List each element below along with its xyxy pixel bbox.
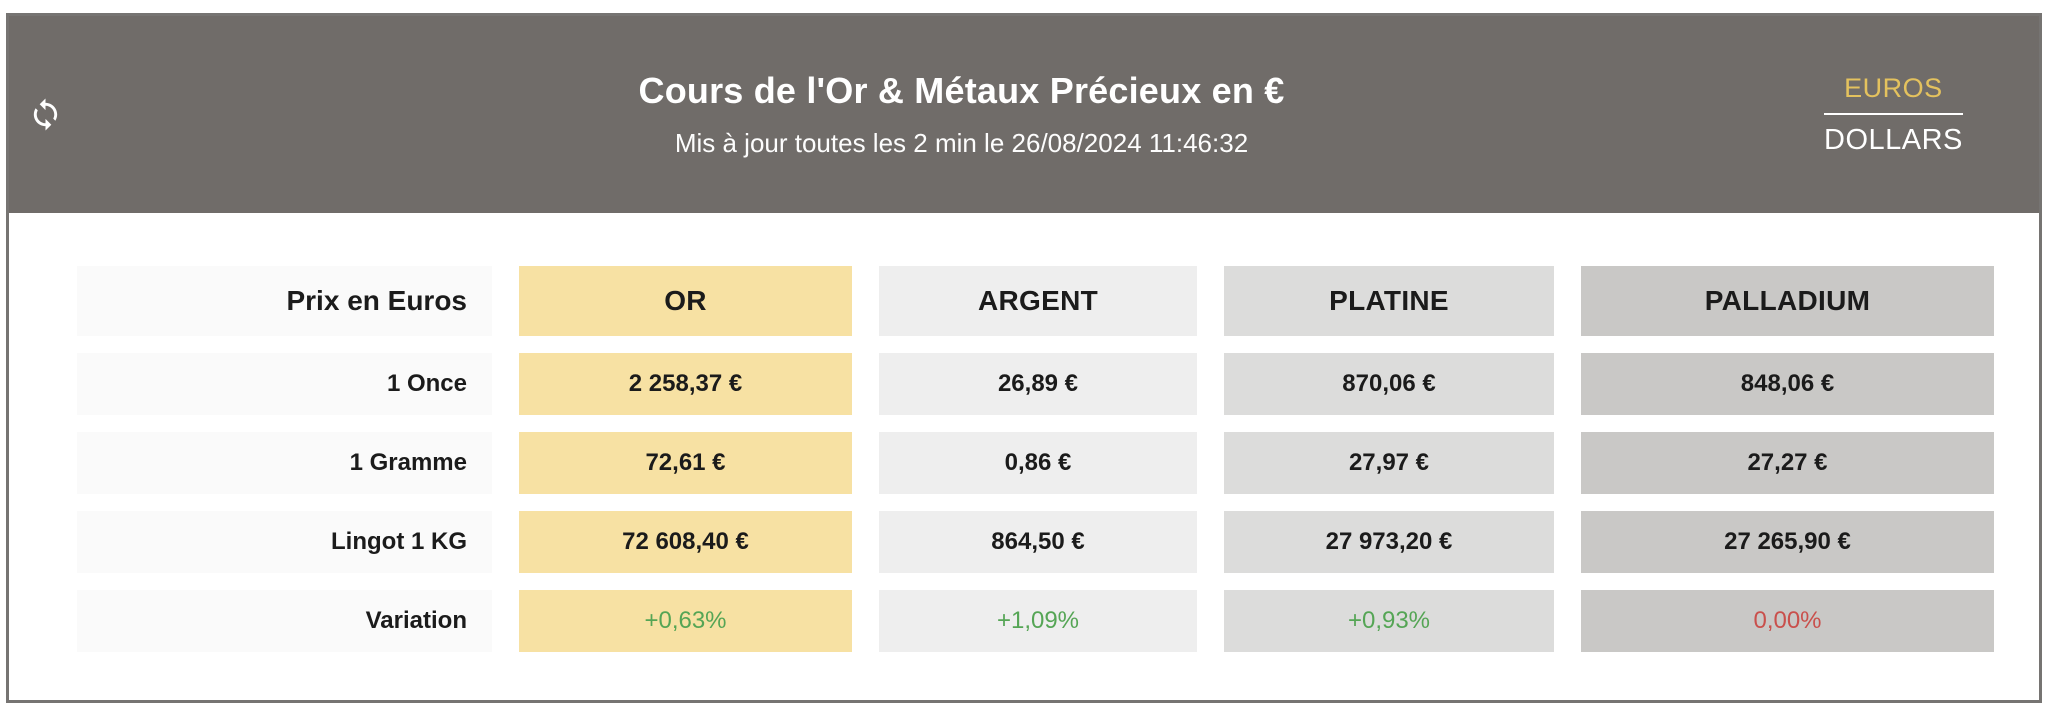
update-status: Mis à jour toutes les 2 min le 26/08/202…	[674, 128, 1249, 158]
price-cell-argent-gramme: 0,86 €	[879, 432, 1197, 494]
column-header-or: OR	[519, 266, 852, 336]
price-cell-or-once: 2 258,37 €	[519, 353, 852, 415]
variation-value-platine: +0,93%	[1347, 607, 1431, 634]
currency-divider	[1824, 112, 1963, 115]
currency-option-dollars[interactable]: DOLLARS	[1824, 123, 1963, 156]
currency-option-euros[interactable]: EUROS	[1844, 72, 1943, 103]
price-cell-argent-lingot: 864,50 €	[879, 511, 1197, 573]
variation-cell-or: +0,63%	[519, 590, 852, 652]
header-right: EUROS DOLLARS	[1824, 73, 2039, 157]
variation-cell-platine: +0,93%	[1224, 590, 1554, 652]
refresh-button[interactable]	[28, 97, 63, 132]
variation-value-or: +0,63%	[644, 607, 727, 634]
price-cell-or-gramme: 72,61 €	[519, 432, 852, 494]
column-header-palladium: PALLADIUM	[1581, 266, 1994, 336]
page-title: Cours de l'Or & Métaux Précieux en €	[638, 70, 1285, 111]
column-header-argent: ARGENT	[879, 266, 1197, 336]
corner-header: Prix en Euros	[77, 266, 492, 336]
price-cell-palladium-gramme: 27,27 €	[1581, 432, 1994, 494]
price-cell-palladium-once: 848,06 €	[1581, 353, 1994, 415]
refresh-icon	[33, 98, 58, 131]
row-label-variation: Variation	[77, 590, 492, 652]
row-label-lingot: Lingot 1 KG	[77, 511, 492, 573]
price-cell-palladium-lingot: 27 265,90 €	[1581, 511, 1994, 573]
price-cell-platine-once: 870,06 €	[1224, 353, 1554, 415]
row-label-once: 1 Once	[77, 353, 492, 415]
header-titles: Cours de l'Or & Métaux Précieux en € Mis…	[99, 70, 1824, 159]
variation-cell-argent: +1,09%	[879, 590, 1197, 652]
variation-cell-palladium: 0,00%	[1581, 590, 1994, 652]
header-left	[9, 97, 99, 132]
widget-header: Cours de l'Or & Métaux Précieux en € Mis…	[9, 16, 2039, 213]
price-table: Prix en Euros OR ARGENT PLATINE PALLADIU…	[77, 266, 2039, 652]
price-cell-platine-lingot: 27 973,20 €	[1224, 511, 1554, 573]
variation-value-argent: +1,09%	[996, 607, 1080, 634]
gold-price-widget: Cours de l'Or & Métaux Précieux en € Mis…	[6, 13, 2042, 703]
row-label-gramme: 1 Gramme	[77, 432, 492, 494]
price-cell-platine-gramme: 27,97 €	[1224, 432, 1554, 494]
currency-toggle: EUROS DOLLARS	[1824, 73, 1963, 157]
column-header-platine: PLATINE	[1224, 266, 1554, 336]
price-cell-or-lingot: 72 608,40 €	[519, 511, 852, 573]
price-cell-argent-once: 26,89 €	[879, 353, 1197, 415]
variation-value-palladium: 0,00%	[1753, 607, 1822, 634]
